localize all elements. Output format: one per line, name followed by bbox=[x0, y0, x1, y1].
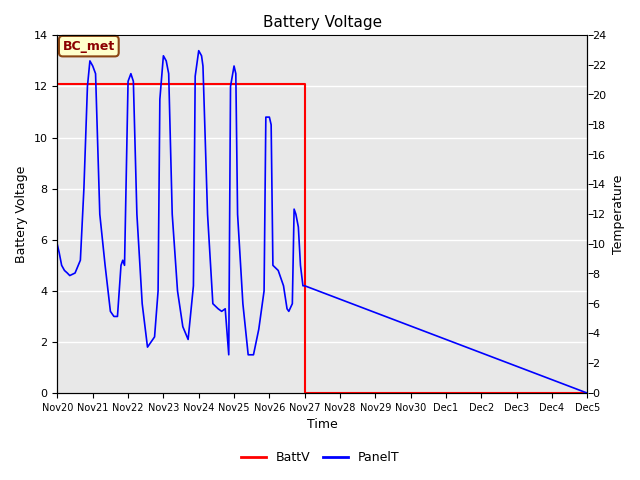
Text: –: – bbox=[588, 88, 593, 101]
Text: –: – bbox=[588, 357, 593, 370]
X-axis label: Time: Time bbox=[307, 419, 338, 432]
Text: –: – bbox=[588, 267, 593, 280]
Text: –: – bbox=[588, 386, 593, 400]
Text: –: – bbox=[588, 118, 593, 132]
Text: BC_met: BC_met bbox=[63, 40, 115, 53]
Text: –: – bbox=[588, 59, 593, 72]
Text: –: – bbox=[588, 238, 593, 251]
Text: –: – bbox=[588, 297, 593, 310]
Text: –: – bbox=[588, 148, 593, 161]
Title: Battery Voltage: Battery Voltage bbox=[263, 15, 382, 30]
Y-axis label: Temperature: Temperature bbox=[612, 175, 625, 254]
Text: –: – bbox=[588, 208, 593, 221]
Text: –: – bbox=[588, 327, 593, 340]
Text: –: – bbox=[588, 178, 593, 191]
Y-axis label: Battery Voltage: Battery Voltage bbox=[15, 166, 28, 263]
Legend: BattV, PanelT: BattV, PanelT bbox=[236, 446, 404, 469]
Text: –: – bbox=[588, 29, 593, 42]
